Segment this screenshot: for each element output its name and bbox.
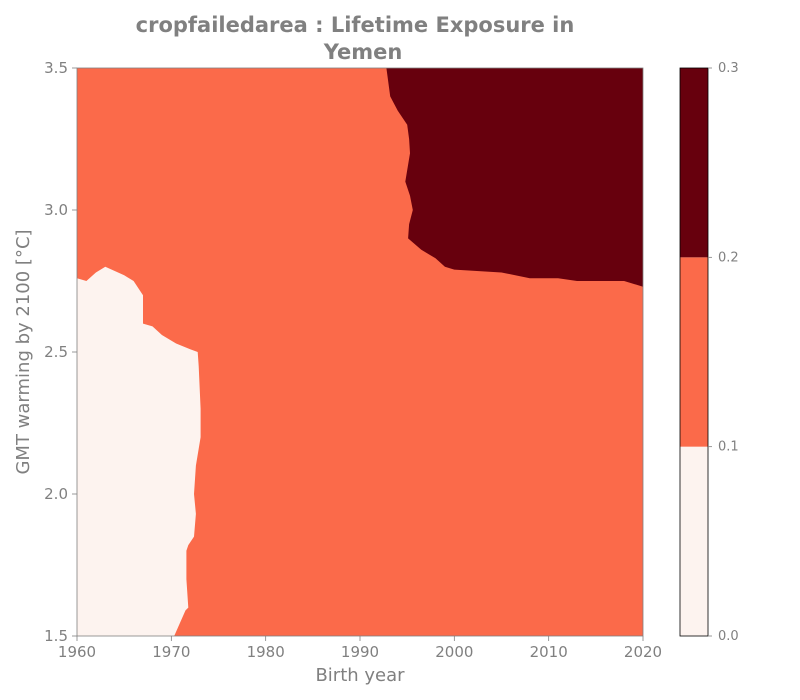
y-tick-label: 1.5 — [44, 627, 68, 645]
x-tick-label: 1970 — [152, 643, 190, 661]
x-tick-label: 2010 — [530, 643, 568, 661]
x-axis-label: Birth year — [315, 665, 405, 686]
x-tick-label: 2000 — [435, 643, 473, 661]
x-axis: 1960 1970 1980 1990 2000 2010 2020 — [58, 636, 662, 661]
contour-region-0.2-0.3 — [386, 68, 643, 287]
colorbar-tick-label: 0.0 — [718, 629, 739, 644]
colorbar-tick-label: 0.1 — [718, 440, 739, 455]
contour-region-0.0-0.1 — [77, 266, 201, 636]
colorbar-tick-label: 0.2 — [718, 250, 739, 265]
chart-title-line-1: cropfailedarea : Lifetime Exposure in — [136, 13, 575, 37]
x-tick-label: 1980 — [247, 643, 285, 661]
chart-title-line-2: Yemen — [323, 40, 403, 64]
x-tick-label: 2020 — [624, 643, 662, 661]
y-tick-label: 3.0 — [44, 201, 68, 219]
y-axis-label: GMT warming by 2100 [°C] — [13, 229, 34, 474]
y-tick-label: 2.5 — [44, 343, 68, 361]
colorbar-segment — [680, 257, 708, 447]
colorbar: 0.0 0.1 0.2 0.3 — [679, 61, 739, 644]
plot-area — [76, 67, 644, 637]
colorbar-segment — [680, 446, 708, 636]
x-tick-label: 1990 — [341, 643, 379, 661]
colorbar-frame — [679, 67, 709, 637]
colorbar-tick-label: 0.3 — [718, 61, 739, 76]
y-tick-label: 3.5 — [44, 59, 68, 77]
x-tick-label: 1960 — [58, 643, 96, 661]
colorbar-segment — [680, 68, 708, 258]
y-tick-label: 2.0 — [44, 485, 68, 503]
y-axis: 1.5 2.0 2.5 3.0 3.5 — [44, 59, 77, 645]
